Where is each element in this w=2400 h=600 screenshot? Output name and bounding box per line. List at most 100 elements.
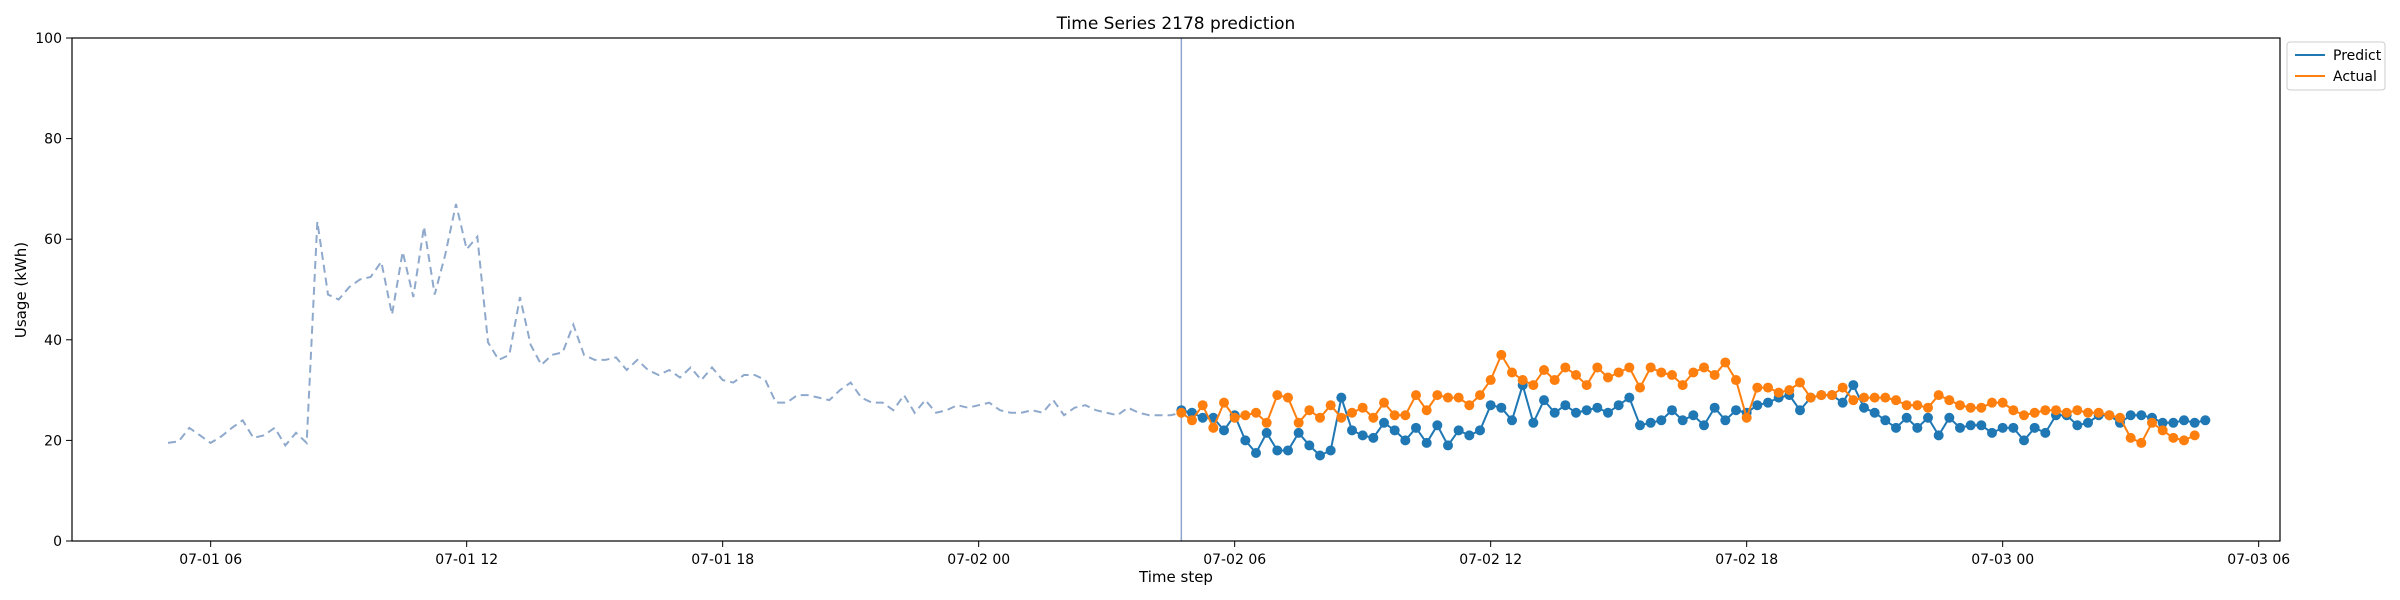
data-point-predict [1464,430,1475,441]
data-point-actual [1549,375,1560,386]
data-point-predict [1613,400,1624,411]
data-point-actual [1347,407,1357,418]
data-point-predict [1965,420,1976,431]
data-point-actual [1336,412,1347,423]
data-point-actual [1891,395,1901,406]
data-point-actual [1539,364,1549,375]
y-axis-label: Usage (kWh) [12,242,30,338]
data-point-actual [1517,375,1528,386]
data-point-predict [1379,417,1389,428]
data-point-actual [1293,417,1304,428]
data-point-actual [2093,407,2104,418]
data-point-actual [2179,435,2189,446]
data-point-actual [1997,397,2008,408]
legend: Predict Actual [2286,41,2386,91]
data-point-predict [1581,405,1592,416]
x-tick-label: 07-02 12 [1459,552,1522,568]
data-point-actual [1709,370,1720,381]
data-point-predict [1400,435,1411,446]
data-point-predict [1475,425,1485,436]
data-point-predict [1848,380,1859,391]
data-point-actual [2040,405,2051,416]
data-point-actual [2104,410,2115,421]
data-point-predict [1592,402,1603,413]
data-point-actual [1965,402,1976,413]
data-point-actual [1613,367,1624,378]
data-point-actual [1581,380,1592,391]
x-tick-label: 07-02 00 [947,552,1010,568]
data-point-predict [1859,402,1869,413]
data-point-actual [1357,402,1368,413]
data-point-actual [2072,405,2083,416]
data-point-actual [2157,425,2168,436]
y-tick-label: 40 [44,333,62,349]
data-point-actual [2147,417,2157,428]
data-point-actual [1560,362,1571,373]
data-point-actual [1827,390,1837,401]
y-tick-label: 0 [53,534,62,550]
legend-label-predict: Predict [2333,48,2382,64]
data-point-predict [1901,412,1912,423]
x-tick-label: 07-01 12 [435,552,498,568]
data-point-actual [1848,395,1859,406]
data-point-actual [1592,362,1603,373]
x-tick-label: 07-01 18 [691,552,754,568]
data-point-actual [1187,415,1197,426]
data-point-actual [1261,417,1272,428]
data-point-predict [1656,415,1667,426]
data-point-actual [1453,392,1464,403]
data-point-predict [2157,417,2168,428]
data-point-predict [1987,427,1997,438]
data-point-actual [1731,375,1741,386]
data-point-predict [1731,405,1741,416]
data-point-actual [1720,357,1731,368]
data-point-predict [1720,415,1731,426]
data-point-predict [1549,407,1560,418]
data-point-predict [1645,417,1656,428]
data-point-actual [1528,380,1539,391]
data-point-predict [1795,405,1805,416]
data-point-actual [1763,382,1773,393]
data-point-actual [1400,410,1411,421]
data-point-actual [1944,395,1955,406]
data-point-predict [1837,397,1848,408]
data-point-actual [1251,407,1261,418]
data-point-predict [2008,422,2019,433]
data-point-predict [2040,427,2051,438]
data-point-predict [2200,415,2211,426]
data-point-actual [1816,390,1827,401]
data-point-actual [1752,382,1763,393]
history-line [167,203,1192,448]
data-point-actual [1869,392,1880,403]
data-point-actual [1667,370,1677,381]
y-tick-label: 100 [35,31,62,47]
data-point-predict [1603,407,1613,418]
data-point-predict [2168,417,2179,428]
data-point-predict [1752,400,1763,411]
data-point-predict [1944,412,1955,423]
data-point-actual [1240,410,1251,421]
data-point-actual [1880,392,1891,403]
data-point-predict [1763,397,1773,408]
x-tick-label: 07-03 06 [2227,552,2290,568]
data-point-actual [1315,412,1325,423]
data-point-predict [1699,420,1709,431]
data-point-actual [1379,397,1389,408]
data-point-actual [2061,407,2072,418]
data-point-actual [1987,397,1997,408]
data-point-actual [1496,349,1507,360]
x-axis: 07-01 06 07-01 12 07-01 18 07-02 00 07-02 06… [179,541,2290,568]
data-point-actual [1795,377,1805,388]
data-point-actual [1773,387,1784,398]
data-point-predict [1368,432,1379,443]
data-point-actual [1485,375,1496,386]
data-point-predict [1251,447,1261,458]
data-point-predict [1923,412,1933,423]
data-point-actual [1923,402,1933,413]
data-point-predict [1571,407,1581,418]
data-point-actual [1464,400,1475,411]
data-point-predict [2029,422,2040,433]
data-point-actual [2115,412,2125,423]
data-point-actual [1741,412,1752,423]
